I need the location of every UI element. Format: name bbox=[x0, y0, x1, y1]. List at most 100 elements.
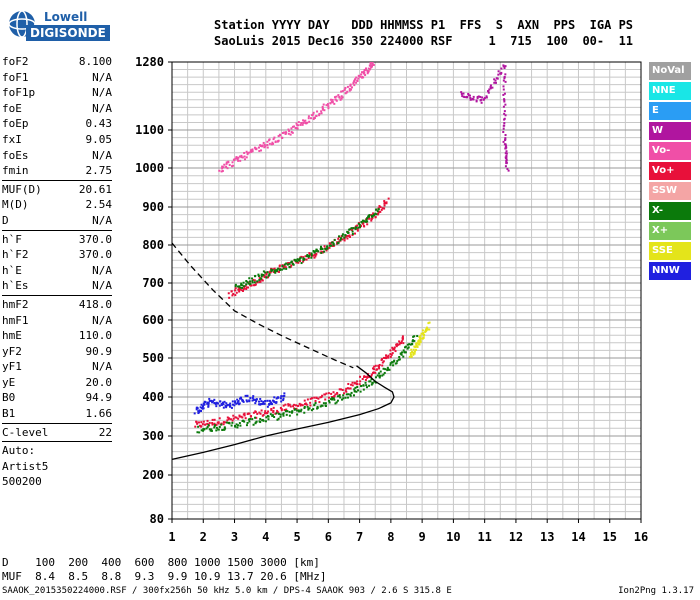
echo-point bbox=[252, 278, 255, 281]
echo-point bbox=[295, 404, 298, 407]
x-tick-label: 1 bbox=[168, 530, 175, 544]
echo-point bbox=[406, 343, 409, 346]
echo-point bbox=[378, 363, 381, 366]
echo-point bbox=[306, 254, 309, 257]
echo-point bbox=[370, 217, 373, 220]
echo-point bbox=[274, 412, 277, 415]
echo-point bbox=[296, 127, 299, 130]
echo-point bbox=[232, 292, 235, 295]
echo-point bbox=[211, 418, 214, 421]
param-value: 22 bbox=[98, 425, 112, 439]
echo-point bbox=[280, 268, 283, 271]
echo-point bbox=[383, 201, 386, 204]
echo-point bbox=[382, 360, 385, 363]
echo-point bbox=[283, 408, 286, 411]
param-row: foF1 N/A bbox=[2, 70, 112, 86]
echo-point bbox=[330, 244, 333, 247]
echo-point bbox=[231, 421, 234, 424]
echo-point bbox=[349, 387, 352, 390]
echo-point bbox=[236, 158, 239, 161]
echo-point bbox=[398, 343, 401, 346]
lowell-digisonde-logo: Lowell DIGISONDE bbox=[6, 6, 116, 46]
echo-point bbox=[504, 165, 507, 168]
echo-point bbox=[223, 400, 226, 403]
echo-point bbox=[222, 423, 225, 426]
echo-point bbox=[401, 337, 404, 340]
y-tick-label: 300 bbox=[142, 429, 164, 443]
echo-point bbox=[259, 397, 262, 400]
echo-point bbox=[260, 273, 263, 276]
echo-point bbox=[330, 241, 333, 244]
param-label: h`E bbox=[2, 263, 22, 277]
echo-point bbox=[329, 102, 332, 105]
echo-point bbox=[283, 392, 286, 395]
param-row: yF2 90.9 bbox=[2, 344, 112, 360]
echo-point bbox=[262, 400, 265, 403]
echo-point bbox=[224, 404, 227, 407]
echo-point bbox=[347, 382, 350, 385]
echo-point bbox=[248, 151, 251, 154]
echo-point bbox=[413, 350, 416, 353]
echo-point bbox=[389, 355, 392, 358]
echo-point bbox=[416, 342, 419, 345]
logo-line-2: DIGISONDE bbox=[26, 25, 110, 41]
echo-point bbox=[506, 167, 509, 170]
echo-point bbox=[404, 345, 407, 348]
echo-point bbox=[353, 381, 356, 384]
echo-point bbox=[275, 270, 278, 273]
echo-point bbox=[310, 409, 313, 412]
echo-point bbox=[274, 271, 277, 274]
echo-point bbox=[349, 394, 352, 397]
echo-point bbox=[259, 403, 262, 406]
x-tick-label: 9 bbox=[419, 530, 426, 544]
echo-point bbox=[320, 112, 323, 115]
echo-point bbox=[303, 399, 306, 402]
echo-point bbox=[370, 65, 373, 68]
echo-point bbox=[368, 68, 371, 71]
echo-point bbox=[391, 361, 394, 364]
echo-point bbox=[354, 382, 357, 385]
echo-point bbox=[290, 130, 293, 133]
echo-point bbox=[310, 252, 313, 255]
echo-point bbox=[326, 247, 329, 250]
param-label: foE bbox=[2, 101, 22, 115]
echo-point bbox=[393, 359, 396, 362]
echo-point bbox=[234, 425, 237, 428]
echo-point bbox=[260, 277, 263, 280]
param-value: N/A bbox=[92, 313, 112, 327]
echo-point bbox=[247, 282, 250, 285]
echo-point bbox=[503, 77, 506, 80]
echo-point bbox=[222, 406, 225, 409]
echo-point bbox=[342, 394, 345, 397]
echo-point bbox=[255, 398, 258, 401]
echo-point bbox=[266, 412, 269, 415]
echo-point bbox=[265, 273, 268, 276]
echo-point bbox=[306, 405, 309, 408]
echo-point bbox=[502, 124, 505, 127]
echo-point bbox=[491, 86, 494, 89]
echo-point bbox=[399, 352, 402, 355]
echo-point bbox=[346, 85, 349, 88]
echo-point bbox=[278, 412, 281, 415]
echo-point bbox=[322, 108, 325, 111]
echo-point bbox=[363, 375, 366, 378]
echo-point bbox=[232, 158, 235, 161]
echo-point bbox=[284, 132, 287, 135]
param-value: N/A bbox=[92, 263, 112, 277]
echo-point bbox=[399, 341, 402, 344]
echo-point bbox=[305, 255, 308, 258]
legend-item: W bbox=[649, 122, 691, 140]
echo-point bbox=[246, 394, 249, 397]
echo-point bbox=[280, 395, 283, 398]
header-columns: Station YYYY DAY DDD HHMMSS P1 FFS S AXN… bbox=[214, 18, 634, 32]
param-row: yF1 N/A bbox=[2, 359, 112, 375]
echo-point bbox=[330, 98, 333, 101]
echo-point bbox=[286, 262, 289, 265]
echo-point bbox=[282, 397, 285, 400]
echo-point bbox=[381, 374, 384, 377]
echo-point bbox=[368, 384, 371, 387]
echo-point bbox=[246, 153, 249, 156]
echo-point bbox=[316, 405, 319, 408]
echo-point bbox=[255, 416, 258, 419]
echo-point bbox=[288, 403, 291, 406]
